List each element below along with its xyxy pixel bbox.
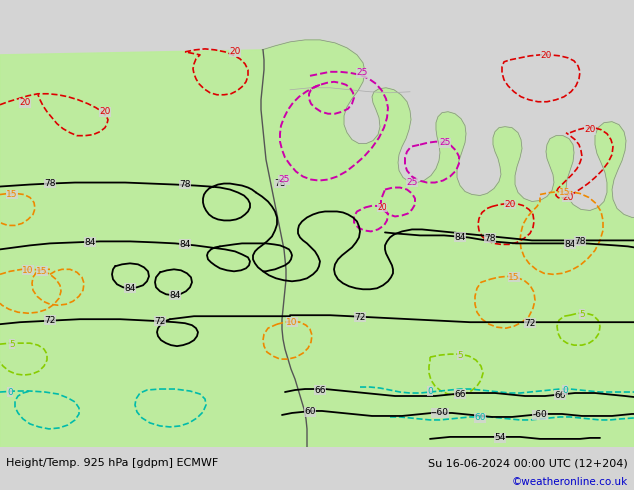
Text: Su 16-06-2024 00:00 UTC (12+204): Su 16-06-2024 00:00 UTC (12+204) (428, 458, 628, 468)
Text: Height/Temp. 925 hPa [gdpm] ECMWF: Height/Temp. 925 hPa [gdpm] ECMWF (6, 458, 219, 468)
Text: 10: 10 (286, 318, 298, 327)
Text: -60: -60 (533, 411, 547, 419)
Text: 78: 78 (44, 179, 56, 188)
Text: 5: 5 (457, 351, 463, 360)
Text: 25: 25 (439, 138, 451, 147)
Text: 84: 84 (564, 240, 576, 249)
Text: ©weatheronline.co.uk: ©weatheronline.co.uk (512, 477, 628, 487)
Text: 72: 72 (524, 318, 536, 328)
Text: 84: 84 (455, 233, 466, 242)
Text: 72: 72 (354, 313, 366, 322)
Text: 78: 78 (574, 237, 586, 246)
Text: 72: 72 (154, 317, 165, 326)
Text: 5: 5 (9, 340, 15, 349)
Text: 60: 60 (474, 414, 486, 422)
Text: 0: 0 (562, 386, 568, 394)
Text: 20: 20 (585, 125, 596, 134)
Text: 84: 84 (124, 284, 136, 293)
Polygon shape (0, 40, 634, 447)
Text: --60: --60 (431, 409, 449, 417)
Text: 20: 20 (230, 48, 241, 56)
Text: 10: 10 (22, 266, 34, 275)
Text: 84: 84 (179, 240, 191, 249)
Text: 72: 72 (44, 316, 56, 325)
Text: 0: 0 (427, 387, 433, 395)
Text: 78: 78 (484, 234, 496, 243)
Text: 66: 66 (454, 390, 466, 398)
Text: 66: 66 (314, 386, 326, 394)
Text: 15: 15 (559, 188, 571, 197)
Text: 20: 20 (100, 107, 111, 116)
Text: 20: 20 (540, 51, 552, 60)
Text: 20: 20 (377, 203, 387, 212)
Text: 54: 54 (495, 433, 506, 442)
Text: 25: 25 (406, 178, 418, 187)
Text: 84: 84 (169, 291, 181, 300)
Text: 15: 15 (508, 273, 520, 282)
Text: 15: 15 (6, 190, 18, 199)
Text: 60: 60 (304, 408, 316, 416)
Text: 20: 20 (504, 200, 515, 209)
Text: 78: 78 (275, 179, 286, 188)
Text: 78: 78 (179, 180, 191, 189)
Text: 84: 84 (84, 238, 96, 247)
Text: 20: 20 (562, 193, 574, 202)
Text: 66: 66 (554, 391, 566, 399)
Text: 20: 20 (19, 98, 30, 107)
Text: 15: 15 (36, 267, 48, 276)
Text: 25: 25 (356, 68, 368, 77)
Text: 0: 0 (7, 388, 13, 396)
Text: 5: 5 (579, 310, 585, 318)
Text: 25: 25 (278, 175, 290, 184)
